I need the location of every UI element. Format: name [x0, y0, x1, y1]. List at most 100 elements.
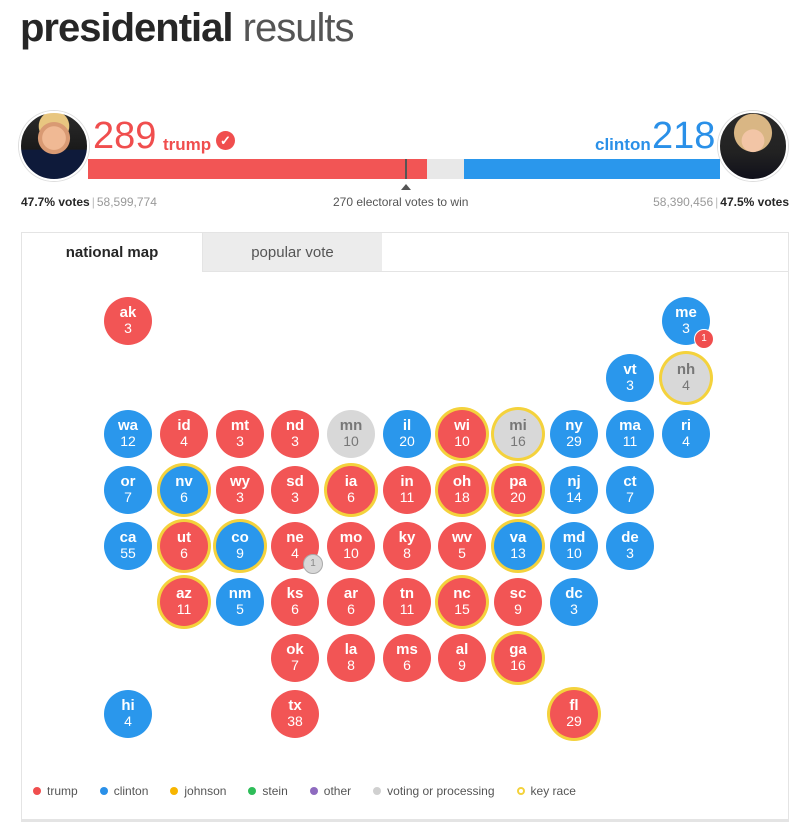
state-co[interactable]: co 9 — [216, 522, 264, 570]
state-la[interactable]: la 8 — [327, 634, 375, 682]
state-vt[interactable]: vt 3 — [606, 354, 654, 402]
state-abbr: md — [562, 529, 586, 546]
state-ar[interactable]: ar 6 — [327, 578, 375, 626]
state-ky[interactable]: ky 8 — [383, 522, 431, 570]
state-sd[interactable]: sd 3 — [271, 466, 319, 514]
state-wv[interactable]: wv 5 — [438, 522, 486, 570]
legend-label: key race — [530, 784, 576, 798]
trump-avatar — [19, 111, 89, 181]
state-ut[interactable]: ut 6 — [160, 522, 208, 570]
state-electoral-votes: 6 — [291, 601, 299, 617]
state-abbr: sd — [286, 473, 304, 490]
state-nc[interactable]: nc 15 — [438, 578, 486, 626]
state-tx[interactable]: tx 38 — [271, 690, 319, 738]
state-nh[interactable]: nh 4 — [662, 354, 710, 402]
state-wa[interactable]: wa 12 — [104, 410, 152, 458]
state-oh[interactable]: oh 18 — [438, 466, 486, 514]
state-abbr: va — [509, 529, 527, 546]
clinton-electoral-count: 218 — [652, 115, 716, 157]
state-electoral-votes: 3 — [682, 320, 690, 336]
state-id[interactable]: id 4 — [160, 410, 208, 458]
state-ok[interactable]: ok 7 — [271, 634, 319, 682]
state-ga[interactable]: ga 16 — [494, 634, 542, 682]
state-mt[interactable]: mt 3 — [216, 410, 264, 458]
state-or[interactable]: or 7 — [104, 466, 152, 514]
trump-vote-pct: 47.7% votes — [21, 195, 90, 209]
state-in[interactable]: in 11 — [383, 466, 431, 514]
state-nm[interactable]: nm 5 — [216, 578, 264, 626]
state-ny[interactable]: ny 29 — [550, 410, 598, 458]
state-nj[interactable]: nj 14 — [550, 466, 598, 514]
state-al[interactable]: al 9 — [438, 634, 486, 682]
state-abbr: vt — [623, 361, 637, 378]
legend-item: voting or processing — [373, 784, 495, 798]
state-az[interactable]: az 11 — [160, 578, 208, 626]
state-electoral-votes: 6 — [403, 657, 411, 673]
state-pa[interactable]: pa 20 — [494, 466, 542, 514]
state-ct[interactable]: ct 7 — [606, 466, 654, 514]
state-sc[interactable]: sc 9 — [494, 578, 542, 626]
state-abbr: ma — [619, 417, 641, 434]
winner-check-icon: ✓ — [216, 131, 235, 150]
state-ak[interactable]: ak 3 — [104, 297, 152, 345]
state-ca[interactable]: ca 55 — [104, 522, 152, 570]
state-abbr: ak — [119, 304, 137, 321]
state-ma[interactable]: ma 11 — [606, 410, 654, 458]
tab-popular-vote[interactable]: popular vote — [202, 233, 382, 272]
state-electoral-votes: 4 — [180, 433, 188, 449]
split-district-badge[interactable]: 1 — [694, 329, 714, 349]
state-electoral-votes: 20 — [399, 433, 415, 449]
state-electoral-votes: 4 — [682, 377, 690, 393]
state-ia[interactable]: ia 6 — [327, 466, 375, 514]
legend-dot-icon — [99, 787, 108, 795]
state-tn[interactable]: tn 11 — [383, 578, 431, 626]
state-mn[interactable]: mn 10 — [327, 410, 375, 458]
state-fl[interactable]: fl 29 — [550, 690, 598, 738]
state-de[interactable]: de 3 — [606, 522, 654, 570]
state-abbr: ri — [680, 417, 691, 434]
legend-label: other — [323, 784, 352, 798]
state-ne[interactable]: ne 4 — [271, 522, 319, 570]
state-ri[interactable]: ri 4 — [662, 410, 710, 458]
state-nv[interactable]: nv 6 — [160, 466, 208, 514]
state-abbr: wa — [117, 417, 138, 434]
state-hi[interactable]: hi 4 — [104, 690, 152, 738]
state-mi[interactable]: mi 16 — [494, 410, 542, 458]
state-ms[interactable]: ms 6 — [383, 634, 431, 682]
state-mo[interactable]: mo 10 — [327, 522, 375, 570]
state-electoral-votes: 13 — [510, 545, 526, 561]
legend-dot-icon — [309, 787, 318, 795]
state-electoral-votes: 9 — [514, 601, 522, 617]
state-electoral-votes: 10 — [343, 433, 359, 449]
state-electoral-votes: 3 — [626, 545, 634, 561]
state-abbr: hi — [121, 697, 135, 714]
clinton-popular-vote: 58,390,456 | 47.5% votes — [653, 195, 789, 209]
state-electoral-votes: 4 — [682, 433, 690, 449]
state-md[interactable]: md 10 — [550, 522, 598, 570]
state-wi[interactable]: wi 10 — [438, 410, 486, 458]
state-abbr: fl — [569, 697, 579, 714]
state-abbr: dc — [565, 585, 583, 602]
state-abbr: oh — [452, 473, 472, 490]
state-abbr: al — [455, 641, 469, 658]
state-nd[interactable]: nd 3 — [271, 410, 319, 458]
state-electoral-votes: 4 — [291, 545, 299, 561]
page-title-bold: presidential — [20, 6, 234, 50]
legend-label: stein — [262, 784, 288, 798]
state-electoral-votes: 18 — [454, 489, 470, 505]
state-abbr: az — [176, 585, 192, 602]
state-il[interactable]: il 20 — [383, 410, 431, 458]
legend-dot-icon — [373, 787, 382, 795]
state-va[interactable]: va 13 — [494, 522, 542, 570]
map-legend: trump clinton johnson stein other voting or p… — [33, 784, 598, 798]
state-electoral-votes: 10 — [454, 433, 470, 449]
split-district-badge[interactable]: 1 — [303, 554, 323, 574]
state-ks[interactable]: ks 6 — [271, 578, 319, 626]
state-dc[interactable]: dc 3 — [550, 578, 598, 626]
state-electoral-votes: 3 — [570, 601, 578, 617]
tab-national-map[interactable]: national map — [22, 233, 202, 272]
state-wy[interactable]: wy 3 — [216, 466, 264, 514]
electoral-bar-trump — [88, 159, 428, 179]
state-electoral-votes: 10 — [566, 545, 582, 561]
state-electoral-votes: 11 — [622, 433, 638, 449]
